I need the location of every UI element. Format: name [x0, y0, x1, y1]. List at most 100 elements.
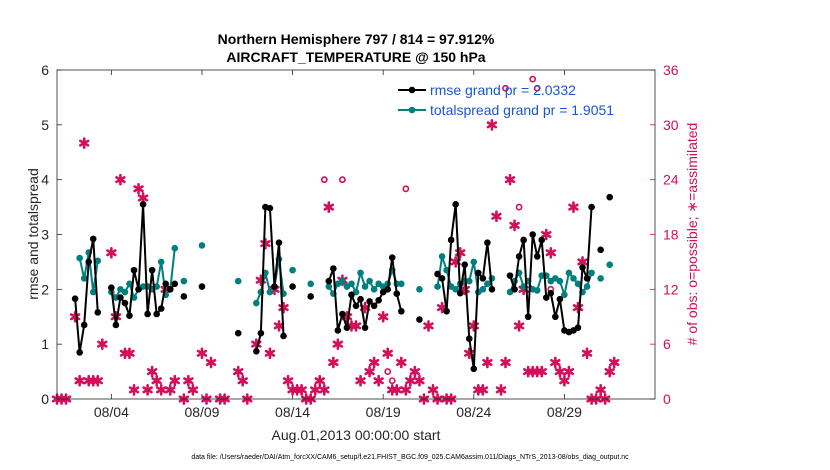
obs-assimilated-marker [536, 365, 547, 378]
totalspread-point [583, 283, 591, 290]
y-left-tick-label: 3 [41, 227, 49, 243]
rmse-point [157, 305, 165, 312]
rmse-point [361, 324, 369, 332]
obs-possible-marker [388, 377, 396, 385]
rmse-point [71, 295, 79, 302]
obs-possible-marker [529, 75, 537, 83]
y-left-tick-label: 4 [41, 172, 49, 188]
obs-assimilated-marker [377, 310, 389, 323]
obs-assimilated-marker [409, 365, 421, 378]
rmse-point [488, 286, 496, 293]
rmse-point [529, 231, 536, 238]
totalspread-point [366, 277, 373, 285]
totalspread-point [357, 269, 364, 277]
rmse-point [366, 298, 373, 305]
totalspread-point [325, 283, 333, 290]
axes-group: 08/04 08/09 08/14 08/19 08/24 08/290123456061… [41, 62, 679, 420]
rmse-point [117, 294, 124, 301]
rmse-point [289, 283, 296, 290]
rmse-point [325, 277, 333, 285]
rmse-point [388, 254, 396, 261]
rmse-point [393, 290, 401, 298]
obs-assimilated-marker [382, 347, 393, 360]
obs-assimilated-marker [169, 374, 181, 387]
rmse-point [275, 239, 283, 247]
obs-assimilated-marker [423, 320, 434, 332]
rmse-point [538, 236, 546, 244]
totalspread-point [76, 254, 83, 262]
obs-assimilated-marker [183, 374, 194, 387]
obs-assimilated-marker [128, 384, 140, 396]
rmse-point [280, 332, 287, 340]
obs-assimilated-marker [414, 374, 425, 387]
totalspread-point [89, 288, 97, 296]
totalspread-point [126, 280, 133, 288]
rmse-point [506, 272, 514, 279]
y-left-tick-label: 2 [41, 281, 49, 297]
obs-assimilated-marker [500, 356, 511, 369]
totalspread-point [80, 275, 88, 282]
obs-assimilated-marker [350, 320, 362, 332]
obs-assimilated-marker [477, 384, 489, 396]
obs-assimilated-marker [74, 374, 85, 387]
obs-assimilated-marker [264, 347, 276, 360]
x-tick-label: 08/29 [547, 404, 582, 420]
obs-assimilated-marker [237, 374, 248, 387]
obs-assimilated-marker [115, 173, 126, 186]
totalspread-point [470, 258, 478, 266]
y-right-tick-label: 30 [663, 117, 679, 133]
totalspread-point [339, 277, 346, 285]
obs-assimilated-marker [604, 365, 615, 378]
obs-assimilated-marker [205, 356, 217, 369]
obs-assimilated-marker [559, 374, 570, 387]
rmse-point [162, 280, 170, 288]
obs-assimilated-marker [273, 320, 285, 332]
y-left-tick-label: 6 [41, 62, 49, 78]
rmse-point [148, 266, 156, 274]
y-left-tick-label: 0 [41, 391, 49, 407]
obs-assimilated-marker [196, 347, 208, 360]
rmse-point [556, 295, 564, 303]
y-right-tick-label: 18 [663, 227, 679, 243]
obs-assimilated-marker [260, 237, 271, 250]
obs-assimilated-marker [405, 374, 416, 387]
rmse-point [153, 310, 160, 318]
y-right-tick-label: 36 [663, 62, 679, 78]
obs-assimilated-marker [482, 356, 493, 369]
rmse-point [171, 280, 179, 288]
rmse-point [257, 329, 265, 337]
rmse-point [334, 327, 342, 334]
obs-possible-marker [320, 176, 328, 184]
totalspread-point [520, 283, 527, 290]
y-axis-label-left: rmse and totalspread [25, 168, 41, 300]
rmse-point [456, 289, 464, 297]
x-tick-label: 08/04 [94, 404, 129, 420]
obs-assimilated-marker [97, 338, 108, 350]
totalspread-point [556, 277, 564, 285]
rmse-point [352, 302, 360, 310]
rmse-point [271, 283, 278, 290]
rmse-point [452, 201, 459, 208]
rmse-point [89, 235, 97, 243]
obs-assimilated-marker [296, 384, 307, 396]
totalspread-point [574, 280, 582, 288]
rmse-point [461, 261, 469, 268]
obs-assimilated-marker [391, 384, 402, 396]
obs-assimilated-marker [486, 119, 498, 131]
obs-assimilated-marker [78, 137, 90, 149]
legend-marker [408, 86, 416, 94]
totalspread-point [416, 286, 423, 293]
obs-possible-marker [384, 368, 392, 375]
totalspread-point [370, 286, 378, 293]
rmse-point [357, 295, 364, 303]
obs-assimilated-marker [332, 338, 344, 350]
obs-possible-marker [515, 203, 523, 211]
rmse-point [108, 284, 115, 291]
totalspread-point [112, 294, 120, 301]
obs-assimilated-marker [550, 356, 561, 369]
totalspread-point [561, 291, 568, 299]
rmse-point [479, 275, 487, 282]
totalspread-point [484, 280, 491, 288]
rmse-point [112, 321, 120, 329]
totalspread-point [570, 275, 577, 282]
